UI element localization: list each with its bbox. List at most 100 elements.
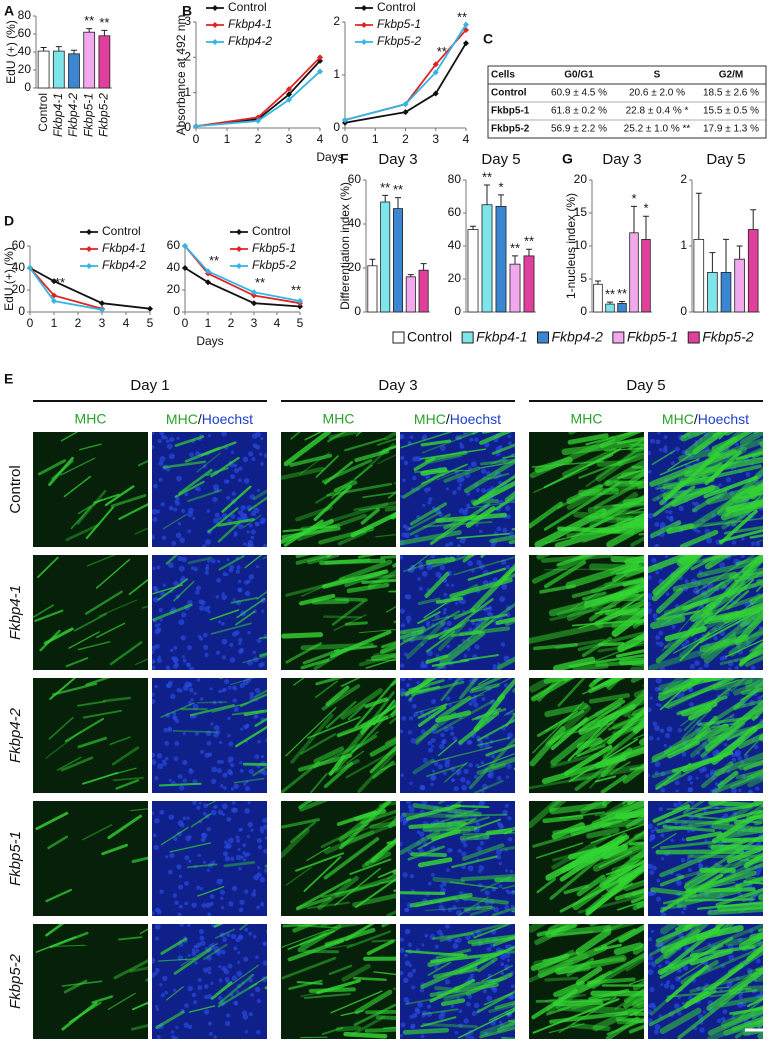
- fiber: [743, 759, 763, 771]
- point: [432, 90, 439, 97]
- fiber: [296, 878, 352, 910]
- significance: *: [643, 201, 648, 216]
- nucleus: [745, 640, 752, 646]
- fiber: [349, 858, 392, 875]
- nucleus: [403, 977, 409, 983]
- nucleus: [418, 586, 423, 591]
- nucleus: [402, 872, 408, 878]
- nucleus: [245, 780, 249, 784]
- nucleus: [738, 514, 742, 519]
- nucleus: [452, 905, 457, 911]
- fiber: [203, 943, 228, 961]
- fiber: [432, 876, 466, 885]
- series-line: [344, 24, 467, 121]
- fiber: [585, 863, 644, 915]
- legend-swatch: [687, 331, 700, 344]
- fiber: [543, 560, 587, 589]
- nucleus: [442, 611, 447, 615]
- fiber: [604, 447, 644, 451]
- significance: **: [457, 9, 467, 24]
- y-tick-label: 2: [680, 172, 687, 186]
- nucleus: [188, 666, 195, 670]
- fiber: [285, 866, 312, 886]
- nucleus: [235, 835, 240, 840]
- x-tick-label: 3: [99, 316, 106, 330]
- fiber: [685, 831, 723, 842]
- fiber: [679, 620, 726, 658]
- fiber: [462, 555, 475, 563]
- fiber: [536, 842, 584, 859]
- nucleus: [658, 703, 662, 708]
- nucleus: [648, 512, 654, 519]
- fiber: [686, 700, 720, 717]
- bar: [693, 238, 705, 313]
- fiber: [741, 887, 763, 902]
- fiber: [714, 752, 763, 776]
- nucleus: [250, 993, 254, 997]
- nucleus: [741, 537, 745, 541]
- fiber: [532, 678, 567, 700]
- micrograph: [152, 924, 267, 1039]
- nucleus: [246, 579, 251, 584]
- point: [342, 117, 348, 124]
- nucleus: [195, 945, 199, 949]
- fiber: [344, 570, 386, 588]
- chart-title: Day 5: [706, 151, 745, 168]
- nucleus: [655, 439, 661, 445]
- fiber: [473, 694, 506, 732]
- fiber: [749, 534, 763, 539]
- nucleus: [181, 655, 185, 659]
- nucleus: [222, 772, 228, 778]
- y-tick-label: 0: [354, 304, 361, 318]
- fiber: [604, 459, 644, 487]
- nucleus: [434, 944, 439, 949]
- nucleus: [506, 711, 511, 716]
- fiber: [559, 811, 606, 819]
- significance: *: [631, 191, 636, 206]
- series-line: [195, 56, 321, 128]
- nucleus: [462, 432, 468, 435]
- nucleus: [230, 787, 235, 791]
- nucleus: [741, 774, 747, 779]
- error-bar: [643, 215, 649, 240]
- nucleus: [205, 564, 210, 568]
- channel-label-merged: MHC/Hoechst: [662, 411, 749, 427]
- x-axis-label: Days: [316, 150, 343, 164]
- error-bar: [607, 301, 613, 305]
- fiber: [746, 768, 763, 780]
- fiber: [439, 924, 509, 942]
- nucleus: [226, 495, 231, 500]
- error-bar: [723, 238, 729, 273]
- nucleus: [727, 687, 731, 691]
- fiber: [248, 496, 267, 512]
- fiber: [707, 1016, 763, 1039]
- micrograph: [281, 555, 396, 670]
- nucleus: [207, 912, 212, 916]
- fiber: [409, 678, 429, 701]
- nucleus: [654, 543, 660, 547]
- fiber: [60, 756, 94, 772]
- nucleus: [220, 949, 226, 955]
- nucleus: [224, 679, 230, 685]
- fiber: [555, 638, 605, 650]
- micrograph: [529, 924, 644, 1039]
- fiber: [725, 499, 763, 514]
- fiber: [649, 449, 737, 487]
- fiber: [550, 752, 599, 769]
- table-cell: 22.8 ± 0.4 % *: [626, 106, 689, 117]
- nucleus: [229, 657, 236, 663]
- nucleus: [440, 1011, 446, 1017]
- nucleus: [471, 678, 478, 682]
- nucleus: [231, 975, 238, 982]
- fiber: [365, 851, 392, 867]
- fiber: [400, 626, 426, 635]
- fiber: [496, 678, 515, 702]
- nucleus: [181, 612, 187, 618]
- fiber: [663, 595, 723, 615]
- nucleus: [444, 979, 451, 985]
- x-tick-label: 2: [255, 132, 262, 146]
- fiber: [537, 678, 563, 702]
- fiber: [716, 437, 763, 459]
- nucleus: [687, 775, 693, 781]
